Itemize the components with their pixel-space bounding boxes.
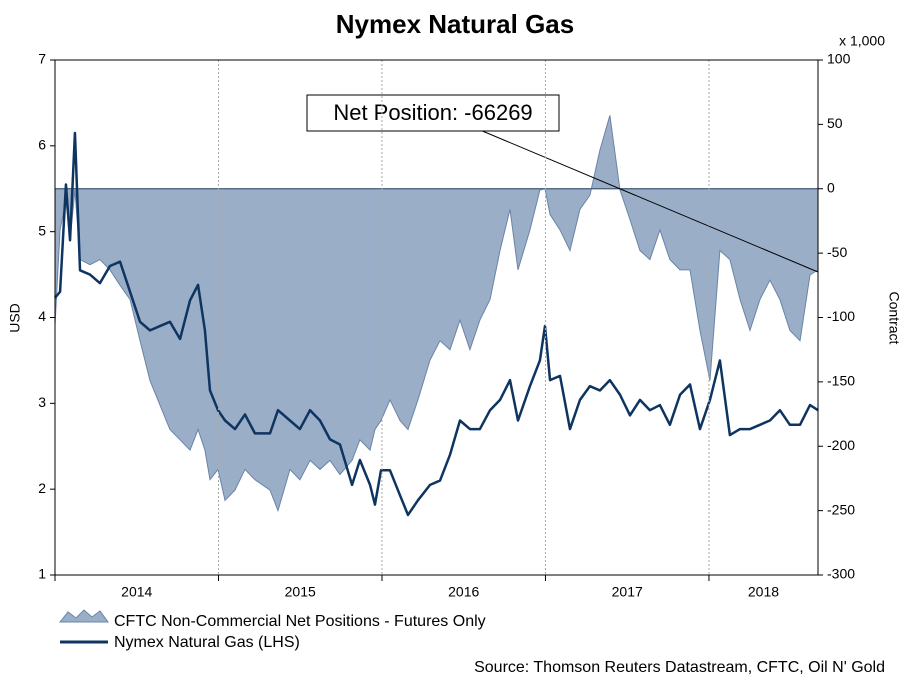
y2-tick-label: -200 bbox=[827, 437, 855, 453]
line bbox=[54, 131, 819, 517]
y2-tick-label: -250 bbox=[827, 501, 855, 517]
y2-tick-label: -50 bbox=[827, 244, 847, 260]
y-axis-label: USD bbox=[7, 303, 23, 333]
source: Source: Thomson Reuters Datastream, CFTC… bbox=[474, 659, 885, 676]
annotation-box bbox=[306, 94, 560, 132]
y2-axis-label: Contract bbox=[886, 292, 902, 345]
x-tick-label: 2017 bbox=[612, 584, 643, 600]
y-tick-label: 4 bbox=[38, 308, 46, 324]
annotation-line bbox=[479, 129, 819, 273]
y2-tick-label: -100 bbox=[827, 308, 855, 324]
area bbox=[54, 115, 819, 513]
legend-label: Nymex Natural Gas (LHS) bbox=[114, 634, 300, 651]
y2-tick-label: 100 bbox=[827, 51, 851, 67]
y-tick-label: 1 bbox=[38, 566, 46, 582]
y-tick-label: 6 bbox=[38, 137, 46, 153]
annotation: Net Position: -66269 bbox=[333, 100, 532, 125]
y2-tick-label: -300 bbox=[827, 566, 855, 582]
x-tick-label: 2014 bbox=[121, 584, 152, 600]
y-tick-label: 2 bbox=[38, 480, 46, 496]
y-tick-label: 3 bbox=[38, 394, 46, 410]
y-tick-label: 7 bbox=[38, 51, 46, 67]
y-tick-label: 5 bbox=[38, 222, 46, 238]
y2-tick-label: 0 bbox=[827, 179, 835, 195]
legend-label: CFTC Non-Commercial Net Positions - Futu… bbox=[114, 613, 486, 630]
x-tick-label: 2018 bbox=[748, 584, 779, 600]
y2-unit: x 1,000 bbox=[839, 33, 885, 49]
x-tick-label: 2016 bbox=[448, 584, 479, 600]
y2-tick-label: -150 bbox=[827, 373, 855, 389]
y2-tick-label: 50 bbox=[827, 115, 843, 131]
x-tick-label: 2015 bbox=[285, 584, 316, 600]
chart-title: Nymex Natural Gas bbox=[336, 9, 574, 39]
legend-swatch-area bbox=[58, 609, 109, 623]
plot-area bbox=[54, 115, 819, 517]
